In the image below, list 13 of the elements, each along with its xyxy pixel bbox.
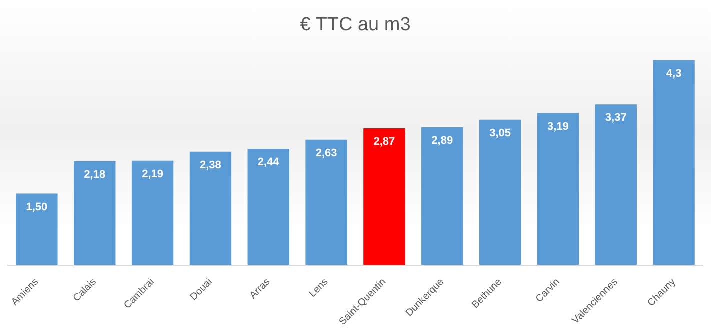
data-label: 2,18 <box>84 168 106 181</box>
data-label: 2,89 <box>432 135 454 148</box>
data-label: 3,37 <box>605 112 627 124</box>
data-label: 2,44 <box>258 156 280 169</box>
data-label: 2,87 <box>374 136 396 148</box>
data-label: 3,19 <box>547 120 569 133</box>
data-label: 4,3 <box>666 68 682 80</box>
data-label: 3,05 <box>490 127 512 140</box>
data-label: 2,63 <box>316 147 338 160</box>
data-label: 2,19 <box>142 168 164 180</box>
data-label: 1,50 <box>26 201 48 214</box>
data-label: 2,38 <box>200 159 222 172</box>
chart-title: € TTC au m3 <box>300 14 411 36</box>
